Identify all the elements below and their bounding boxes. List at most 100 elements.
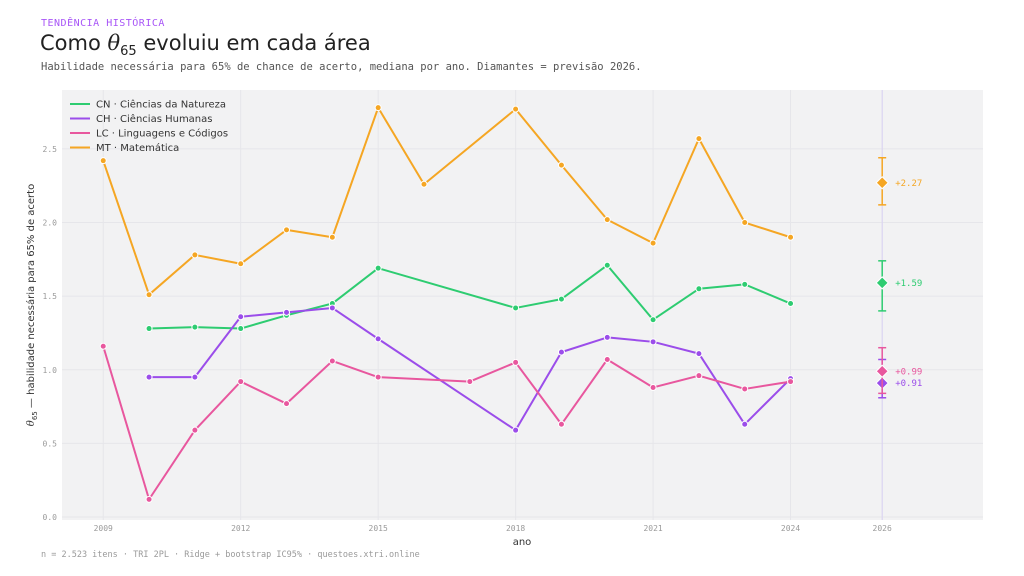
data-point bbox=[695, 135, 703, 143]
chart-subtitle: Habilidade necessária para 65% de chance… bbox=[41, 61, 642, 73]
data-point bbox=[741, 385, 749, 393]
legend-label: LC · Linguagens e Códigos bbox=[96, 128, 228, 140]
x-axis-label: ano bbox=[513, 537, 532, 548]
data-point bbox=[512, 304, 520, 312]
legend-label: CH · Ciências Humanas bbox=[96, 113, 212, 125]
data-point bbox=[741, 219, 749, 227]
series-group bbox=[99, 104, 795, 503]
title-post: evoluiu em cada área bbox=[136, 31, 371, 55]
data-point bbox=[695, 285, 703, 293]
data-point bbox=[374, 264, 382, 272]
data-point bbox=[328, 304, 336, 312]
series-2 bbox=[99, 342, 795, 503]
data-point bbox=[512, 426, 520, 434]
data-point bbox=[603, 355, 611, 363]
x-tick-label: 2026 bbox=[873, 524, 892, 533]
title-theta: θ bbox=[107, 31, 121, 55]
data-point bbox=[99, 157, 107, 165]
x-axis-ticks: 2009 2012 2015 2018 2021 2024 2026 bbox=[94, 524, 892, 533]
data-point bbox=[145, 495, 153, 503]
legend-label: CN · Ciências da Natureza bbox=[96, 99, 226, 111]
data-point bbox=[191, 251, 199, 259]
data-point bbox=[512, 358, 520, 366]
data-point bbox=[557, 420, 565, 428]
data-point bbox=[603, 333, 611, 341]
forecast-0: +1.59 bbox=[875, 260, 922, 312]
chart-kicker: TENDÊNCIA HISTÓRICA bbox=[41, 18, 165, 29]
data-point bbox=[191, 323, 199, 331]
y-tick-label: 1.5 bbox=[43, 292, 58, 301]
data-point bbox=[512, 105, 520, 113]
forecast-2: +0.99 bbox=[875, 346, 922, 395]
data-point bbox=[741, 280, 749, 288]
data-point bbox=[603, 216, 611, 224]
data-point bbox=[649, 383, 657, 391]
title-pre: Como bbox=[40, 31, 108, 55]
forecast-diamond bbox=[875, 364, 889, 378]
legend: CN · Ciências da Natureza CH · Ciências H… bbox=[70, 99, 228, 154]
title-subscript: 65 bbox=[120, 44, 137, 60]
data-point bbox=[191, 373, 199, 381]
legend-item: LC · Linguagens e Códigos bbox=[70, 128, 228, 140]
x-tick-label: 2021 bbox=[643, 524, 662, 533]
y-tick-label: 0.0 bbox=[43, 513, 58, 522]
data-point bbox=[557, 295, 565, 303]
y-tick-label: 0.5 bbox=[43, 439, 58, 448]
forecast-label: +0.91 bbox=[895, 379, 922, 389]
plot-background bbox=[62, 90, 983, 520]
data-point bbox=[649, 316, 657, 324]
forecast-label: +1.59 bbox=[895, 279, 922, 289]
data-point bbox=[557, 348, 565, 356]
y-axis-label: θ65 — habilidade necessária para 65% de … bbox=[25, 184, 39, 426]
data-point bbox=[695, 350, 703, 358]
data-point bbox=[374, 373, 382, 381]
y-label-theta: θ bbox=[26, 420, 37, 426]
data-point bbox=[649, 338, 657, 346]
y-label-sub: 65 bbox=[31, 411, 39, 420]
chart-footer: n = 2.523 itens · TRI 2PL · Ridge + boot… bbox=[41, 550, 420, 560]
data-point bbox=[466, 378, 474, 386]
legend-item: CN · Ciências da Natureza bbox=[70, 99, 226, 111]
data-point bbox=[145, 291, 153, 299]
x-tick-label: 2015 bbox=[369, 524, 388, 533]
x-tick-label: 2024 bbox=[781, 524, 800, 533]
legend-item: MT · Matemática bbox=[70, 142, 179, 154]
data-point bbox=[237, 313, 245, 321]
chart-title: Como θ65 evoluiu em cada área bbox=[40, 31, 371, 59]
data-point bbox=[99, 342, 107, 350]
x-tick-label: 2018 bbox=[506, 524, 525, 533]
data-point bbox=[557, 161, 565, 169]
forecast-label: +2.27 bbox=[895, 179, 922, 189]
data-point bbox=[787, 378, 795, 386]
series-1 bbox=[145, 304, 795, 434]
forecast-group: +1.59 +0.91 +0.99 +2.27 bbox=[875, 156, 922, 399]
y-tick-label: 2.5 bbox=[43, 145, 58, 154]
data-point bbox=[328, 233, 336, 241]
data-point bbox=[328, 357, 336, 365]
data-point bbox=[787, 233, 795, 241]
y-axis-ticks: 0.0 0.5 1.0 1.5 2.0 2.5 bbox=[43, 145, 58, 522]
data-point bbox=[145, 373, 153, 381]
data-point bbox=[283, 226, 291, 234]
y-tick-label: 1.0 bbox=[43, 366, 58, 375]
data-point bbox=[283, 308, 291, 316]
forecast-diamond bbox=[875, 276, 889, 290]
forecast-label: +0.99 bbox=[895, 367, 922, 377]
data-point bbox=[191, 426, 199, 434]
data-point bbox=[237, 260, 245, 268]
data-point bbox=[237, 378, 245, 386]
data-point bbox=[145, 325, 153, 333]
x-tick-label: 2009 bbox=[94, 524, 113, 533]
legend-label: MT · Matemática bbox=[96, 142, 179, 154]
x-tick-label: 2012 bbox=[231, 524, 250, 533]
forecast-3: +2.27 bbox=[875, 156, 922, 206]
y-label-rest: — habilidade necessária para 65% de acer… bbox=[25, 184, 37, 411]
legend-item: CH · Ciências Humanas bbox=[70, 113, 212, 125]
data-point bbox=[374, 104, 382, 112]
data-point bbox=[420, 180, 428, 188]
data-point bbox=[603, 261, 611, 269]
data-point bbox=[695, 372, 703, 380]
series-3 bbox=[99, 104, 795, 299]
data-point bbox=[237, 325, 245, 333]
